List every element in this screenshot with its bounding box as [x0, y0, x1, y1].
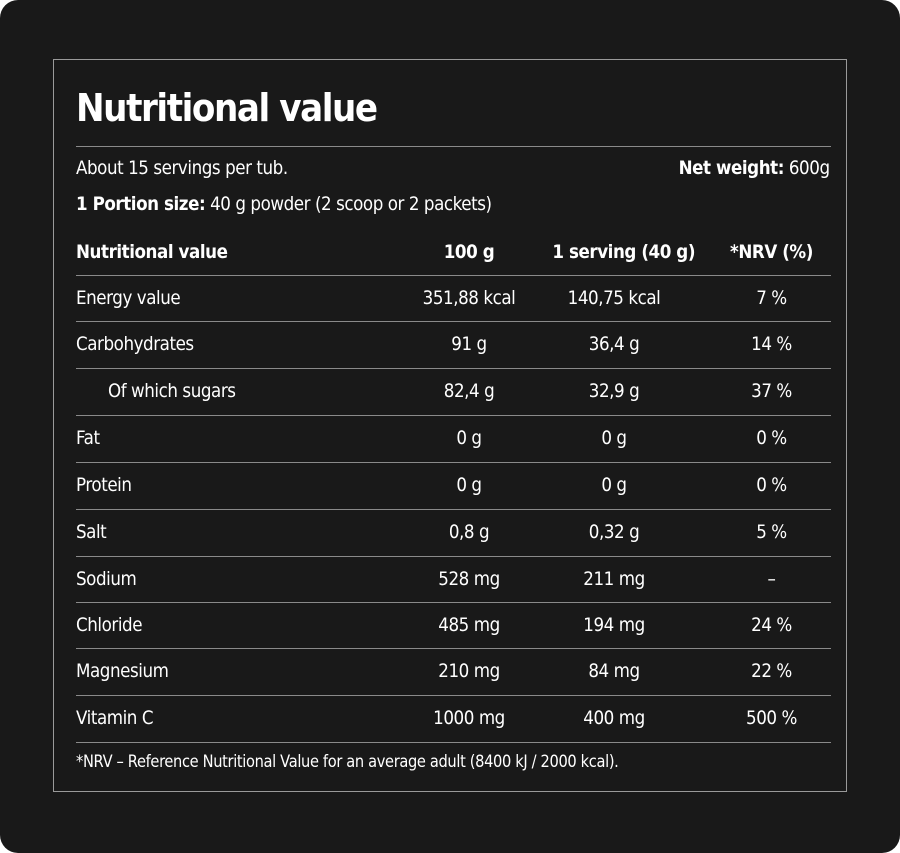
nutrient-name: Fat — [76, 427, 100, 449]
net-weight-value: 600g — [789, 157, 830, 179]
nutrient-name: Magnesium — [76, 660, 169, 682]
nutrient-name: Salt — [76, 521, 107, 543]
value-per-100g: 210 mg — [438, 660, 500, 682]
row-divider — [76, 368, 831, 369]
value-per-serving: 140,75 kcal — [567, 287, 661, 309]
column-header-per-serving: 1 serving (40 g) — [552, 241, 696, 263]
value-per-100g: 0 g — [456, 474, 482, 496]
nutrient-name: Of which sugars — [108, 380, 236, 402]
table-row: Protein 0 g 0 g 0 % — [54, 463, 846, 510]
table-row: Chloride 485 mg 194 mg 24 % — [54, 603, 846, 649]
column-header-per-100g: 100 g — [443, 241, 495, 263]
net-weight: Net weight: 600g — [679, 155, 830, 181]
row-divider — [76, 742, 831, 743]
table-header-row: Nutritional value 100 g 1 serving (40 g)… — [54, 230, 846, 276]
value-per-serving: 84 mg — [588, 660, 640, 682]
nutrient-name: Protein — [76, 474, 132, 496]
nrv-footnote: *NRV – Reference Nutritional Value for a… — [76, 752, 619, 772]
net-weight-label: Net weight: — [678, 157, 785, 179]
nutrient-name: Carbohydrates — [76, 333, 194, 355]
value-per-serving: 0 g — [601, 474, 627, 496]
column-header-nutrient: Nutritional value — [76, 241, 228, 263]
table-row: Carbohydrates 91 g 36,4 g 14 % — [54, 322, 846, 369]
value-per-100g: 485 mg — [438, 614, 500, 636]
table-row: Salt 0,8 g 0,32 g 5 % — [54, 510, 846, 557]
page-title: Nutritional value — [76, 86, 378, 130]
value-per-100g: 0,8 g — [448, 521, 490, 543]
servings-text: About 15 servings per tub. — [76, 157, 288, 179]
value-nrv: 24 % — [751, 614, 792, 636]
row-divider — [76, 556, 831, 557]
row-divider — [76, 648, 831, 649]
nutrient-name: Chloride — [76, 614, 143, 636]
nutrient-name: Vitamin C — [76, 707, 154, 729]
row-divider — [76, 321, 831, 322]
column-header-nrv: *NRV (%) — [730, 241, 813, 263]
value-nrv: – — [767, 568, 776, 590]
value-per-serving: 0,32 g — [588, 521, 640, 543]
value-nrv: 0 % — [756, 427, 787, 449]
row-divider — [76, 462, 831, 463]
value-per-serving: 32,9 g — [588, 380, 640, 402]
value-nrv: 5 % — [756, 521, 787, 543]
value-per-serving: 211 mg — [583, 568, 645, 590]
value-per-100g: 351,88 kcal — [422, 287, 516, 309]
value-nrv: 7 % — [756, 287, 787, 309]
value-per-100g: 91 g — [451, 333, 487, 355]
value-per-serving: 400 mg — [583, 707, 645, 729]
row-divider — [76, 695, 831, 696]
table-row: Magnesium 210 mg 84 mg 22 % — [54, 649, 846, 696]
nutrition-panel: Nutritional value About 15 servings per … — [53, 59, 847, 792]
nutrient-name: Energy value — [76, 287, 181, 309]
table-row: Sodium 528 mg 211 mg – — [54, 557, 846, 603]
value-per-100g: 528 mg — [438, 568, 500, 590]
row-divider — [76, 509, 831, 510]
value-nrv: 22 % — [751, 660, 792, 682]
row-divider — [76, 275, 831, 276]
value-per-100g: 82,4 g — [443, 380, 495, 402]
title-divider — [76, 146, 831, 147]
value-per-serving: 0 g — [601, 427, 627, 449]
portion-size: 1 Portion size: 40 g powder (2 scoop or … — [76, 191, 492, 217]
value-nrv: 14 % — [751, 333, 792, 355]
value-per-serving: 194 mg — [583, 614, 645, 636]
row-divider — [76, 602, 831, 603]
portion-size-label: 1 Portion size: — [76, 193, 206, 215]
value-per-100g: 1000 mg — [433, 707, 505, 729]
value-nrv: 0 % — [756, 474, 787, 496]
value-per-100g: 0 g — [456, 427, 482, 449]
row-divider — [76, 415, 831, 416]
value-nrv: 500 % — [746, 707, 797, 729]
table-row: Vitamin C 1000 mg 400 mg 500 % — [54, 696, 846, 743]
nutrient-name: Sodium — [76, 568, 137, 590]
table-row: Energy value 351,88 kcal 140,75 kcal 7 % — [54, 276, 846, 322]
value-nrv: 37 % — [751, 380, 792, 402]
table-row: Fat 0 g 0 g 0 % — [54, 416, 846, 463]
value-per-serving: 36,4 g — [588, 333, 640, 355]
table-row: Of which sugars 82,4 g 32,9 g 37 % — [54, 369, 846, 416]
portion-size-value: 40 g powder (2 scoop or 2 packets) — [210, 193, 492, 215]
